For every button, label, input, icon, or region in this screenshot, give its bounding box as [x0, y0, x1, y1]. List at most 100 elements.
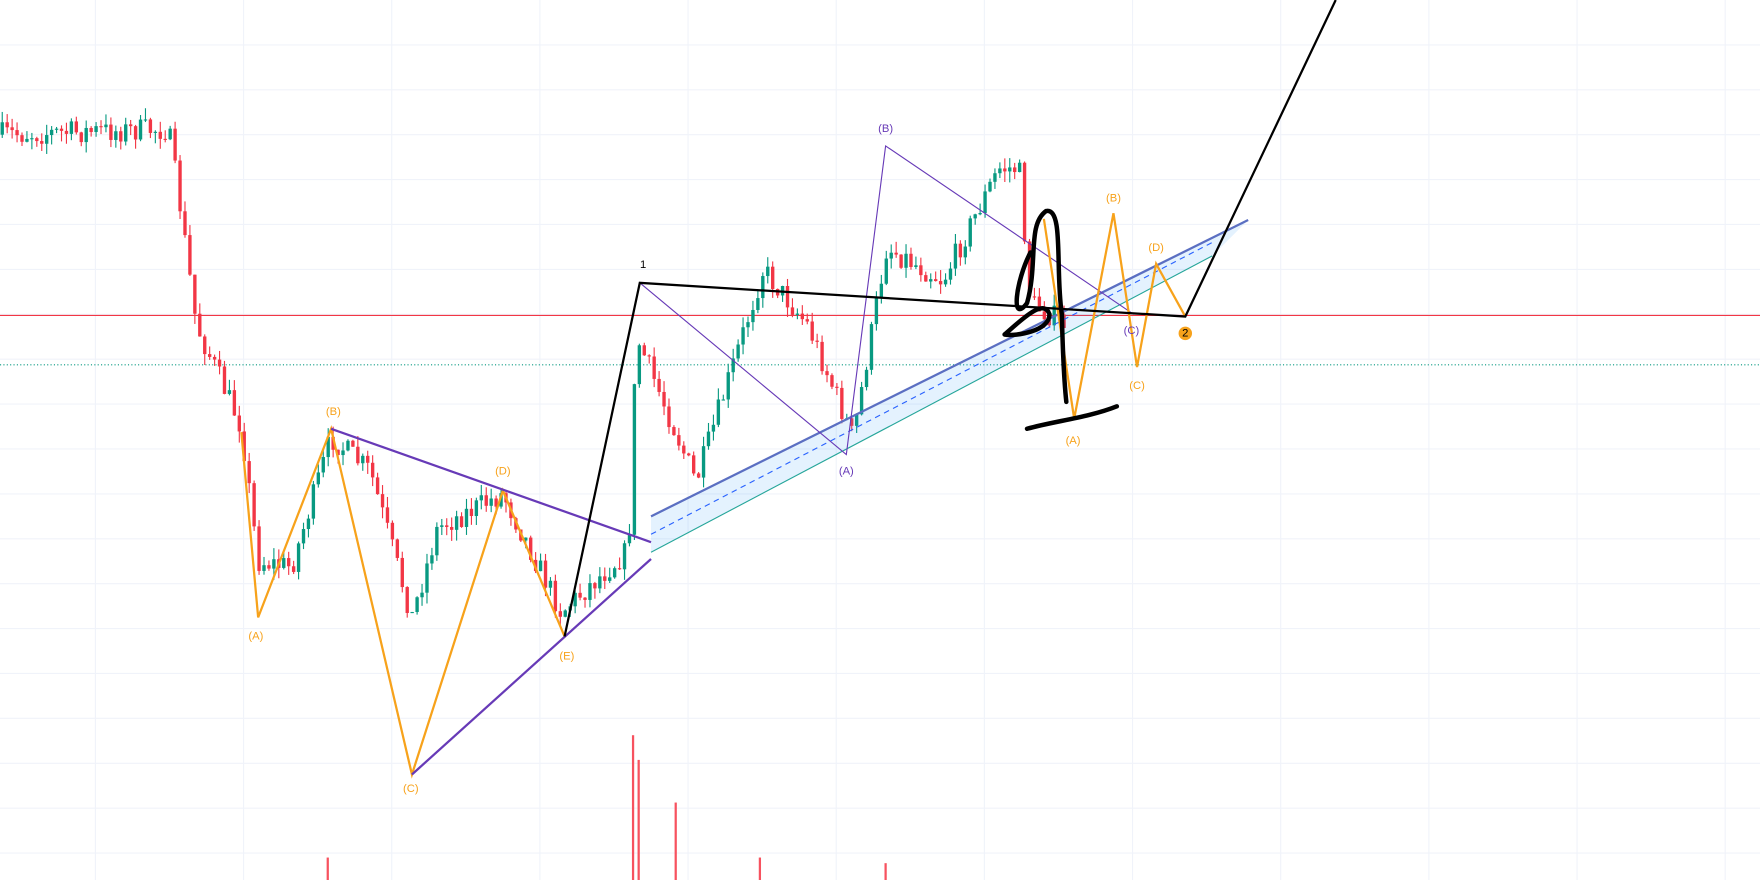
- wave-label: (C): [1129, 380, 1145, 392]
- candle-body: [914, 265, 918, 268]
- wave-label: (A): [1066, 435, 1081, 447]
- candle-body: [459, 516, 464, 527]
- candle-body: [657, 378, 661, 392]
- candle-body: [1042, 311, 1047, 320]
- candle-body: [479, 495, 483, 501]
- candle-body: [909, 253, 913, 268]
- candle-body: [370, 462, 375, 478]
- candle-body: [677, 435, 681, 446]
- candle-body: [771, 266, 775, 289]
- candle-body: [835, 386, 839, 388]
- candle-body: [395, 539, 400, 558]
- candle-body: [953, 243, 958, 269]
- candle-body: [464, 508, 469, 527]
- candle-body: [874, 298, 879, 325]
- candle-body: [701, 446, 706, 478]
- candle-body: [474, 500, 479, 517]
- candle-body: [227, 390, 232, 394]
- candle-body: [188, 235, 192, 275]
- candle-body: [859, 387, 864, 415]
- candle-body: [691, 455, 696, 474]
- wave-labels: (A) (B) (C) (D) (E) (A) (B) (C) (A) (B) (C) (D) 1 2: [248, 123, 1193, 795]
- candle-body: [652, 356, 656, 379]
- candle-body: [40, 141, 44, 144]
- candle-body: [311, 484, 316, 519]
- candle-body: [924, 275, 928, 282]
- candle-body: [242, 431, 246, 462]
- candle-body: [454, 516, 459, 530]
- candle-body: [741, 327, 745, 345]
- candle-body: [1013, 167, 1017, 173]
- candle-body: [583, 597, 587, 600]
- candle-body: [879, 283, 884, 299]
- candle-body: [138, 119, 143, 140]
- candle-body: [133, 126, 138, 140]
- candle-body: [356, 446, 360, 464]
- candle-body: [45, 135, 49, 144]
- candle-body: [933, 279, 938, 282]
- candle-body: [968, 218, 972, 247]
- wave-label: 1: [640, 259, 646, 271]
- candle-body: [810, 321, 814, 341]
- candle-body: [919, 265, 923, 276]
- wave-label: (C): [403, 783, 419, 795]
- candle-body: [0, 122, 4, 135]
- candle-body: [958, 243, 963, 258]
- candle-body: [119, 131, 123, 142]
- candle-body: [143, 119, 148, 121]
- candle-body: [1017, 162, 1022, 173]
- candle-body: [889, 252, 893, 259]
- candle-body: [25, 138, 29, 142]
- candle-body: [499, 493, 503, 507]
- candle-body: [736, 344, 740, 359]
- candle-body: [59, 128, 64, 131]
- candle-body: [267, 565, 271, 569]
- candles: [0, 108, 1066, 626]
- candle-body: [558, 611, 563, 617]
- candle-body: [178, 160, 182, 212]
- candle-body: [1008, 167, 1012, 172]
- wave-label: (A): [839, 465, 854, 477]
- candle-body: [489, 498, 493, 506]
- candle-body: [30, 138, 34, 140]
- candle-body: [687, 453, 691, 456]
- candle-body: [548, 580, 553, 588]
- candle-body: [978, 213, 982, 215]
- candle-body: [5, 122, 9, 128]
- candle-body: [894, 252, 898, 255]
- candle-body: [588, 583, 592, 600]
- candle-body: [603, 576, 607, 581]
- candle-body: [825, 371, 829, 376]
- candle-body: [212, 356, 217, 360]
- candle-body: [761, 276, 765, 299]
- volume: [326, 735, 887, 880]
- candle-body: [287, 558, 291, 567]
- candle-body: [524, 537, 528, 541]
- wave-label: (E): [559, 651, 574, 663]
- candle-body: [929, 279, 933, 282]
- candle-body: [716, 399, 721, 425]
- candle-body: [380, 494, 385, 508]
- candle-body: [622, 543, 627, 570]
- candle-body: [109, 124, 113, 140]
- candle-body: [385, 507, 390, 523]
- wave-label: (B): [878, 123, 893, 135]
- candle-body: [128, 124, 133, 127]
- candle-body: [153, 131, 158, 133]
- candle-body: [114, 131, 118, 140]
- candle-body: [672, 427, 676, 436]
- candle-body: [420, 592, 424, 598]
- candle-body: [538, 560, 543, 572]
- candle-body: [282, 558, 286, 568]
- candle-body: [647, 355, 651, 357]
- candle-body: [425, 563, 429, 593]
- candle-body: [405, 587, 409, 613]
- candle-body: [598, 576, 602, 589]
- candle-body: [998, 168, 1002, 174]
- candle-body: [296, 543, 301, 572]
- candle-body: [948, 268, 953, 280]
- candle-body: [696, 473, 701, 478]
- candle-body: [366, 455, 370, 463]
